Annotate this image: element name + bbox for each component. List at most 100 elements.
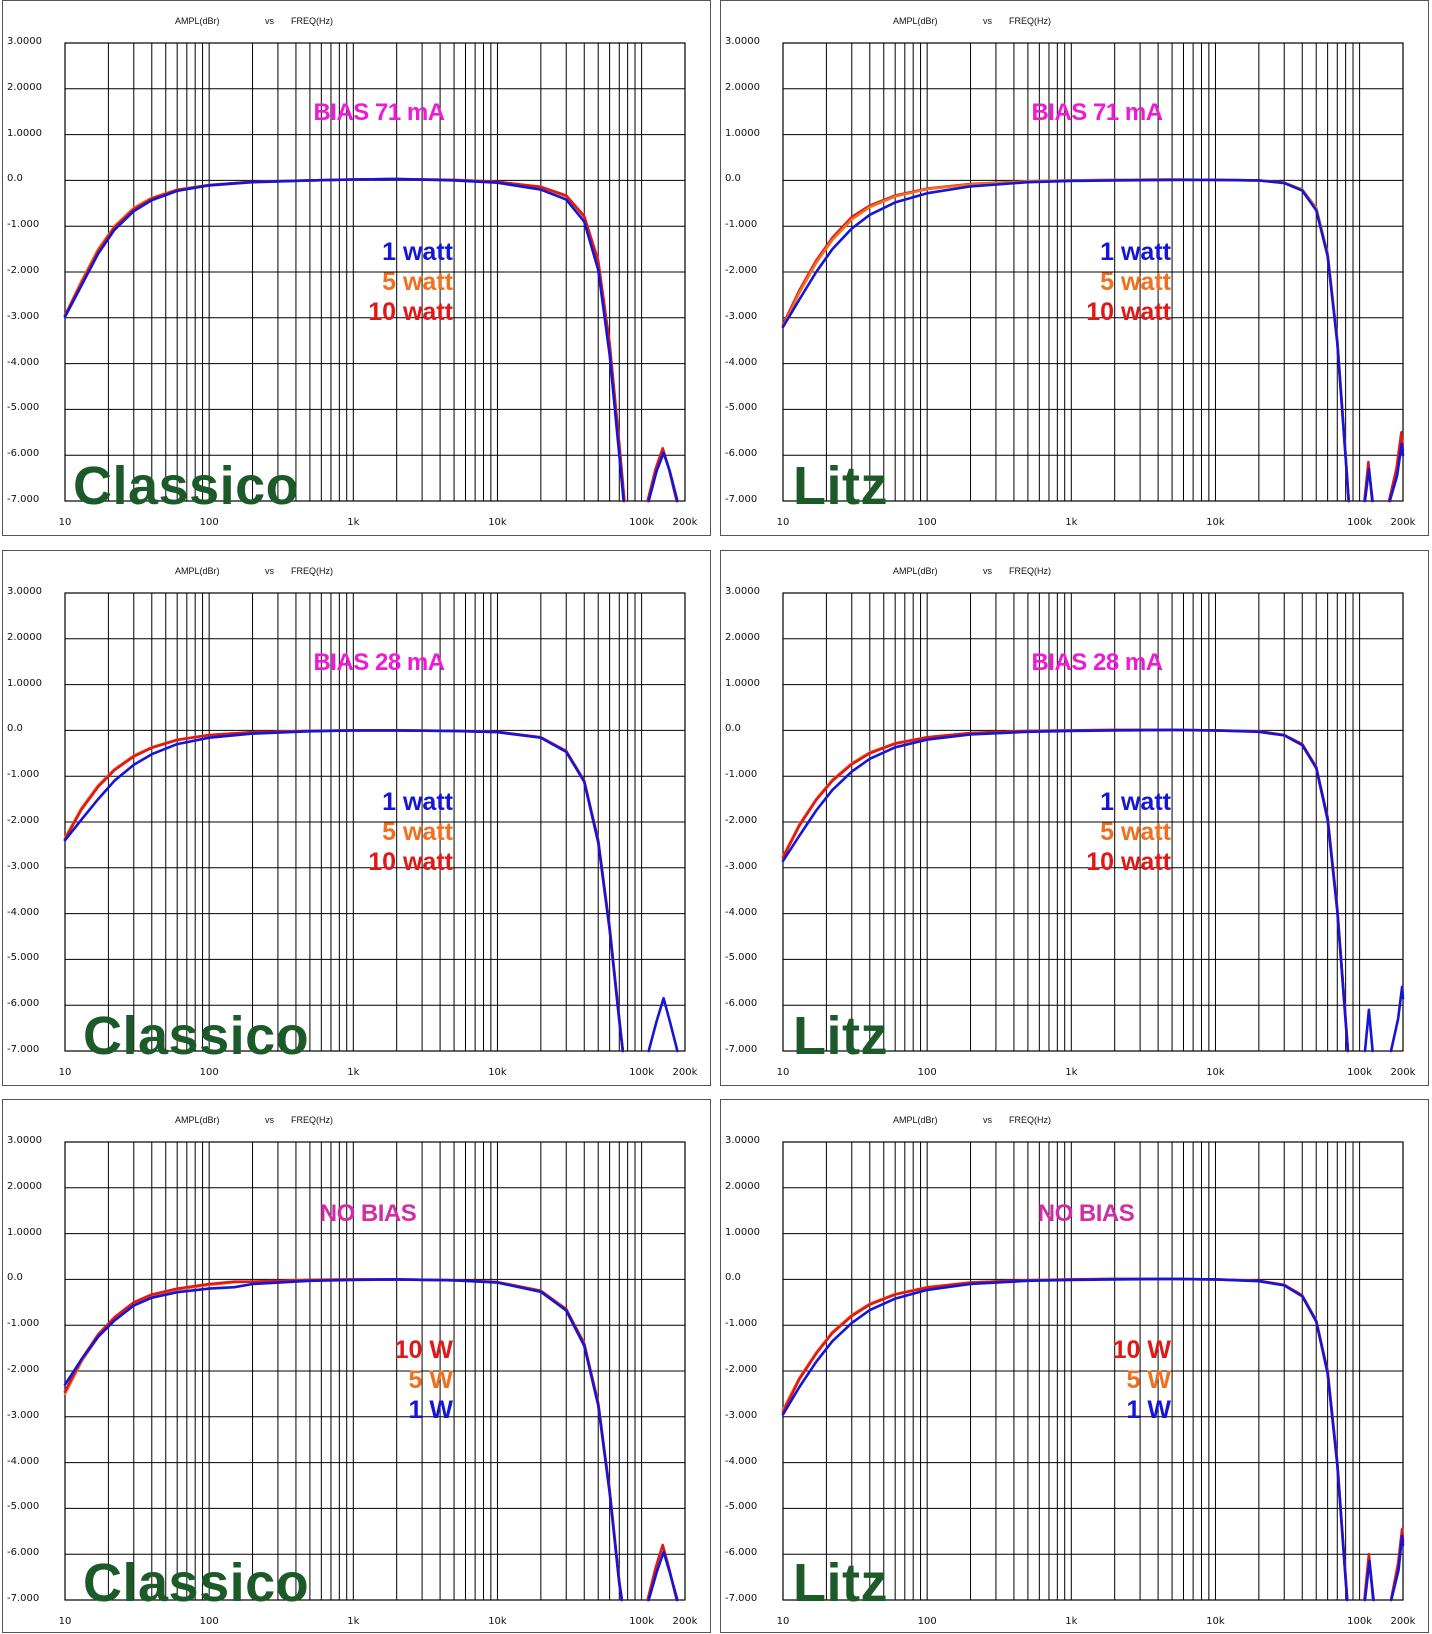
axis-title-y: AMPL(dBr)	[893, 566, 938, 576]
x-tick-label: 100k	[629, 517, 655, 528]
bias-annotation: BIAS 71 mA	[1031, 99, 1163, 126]
series-line	[1363, 467, 1374, 503]
bias-annotation: BIAS 28 mA	[313, 649, 445, 676]
series-line	[63, 729, 625, 1053]
y-tick-label: 0.0	[725, 173, 741, 185]
y-tick-label: -2.000	[725, 265, 758, 276]
y-tick-label: -1.000	[7, 769, 40, 781]
x-tick-label: 10k	[1206, 1067, 1225, 1078]
y-tick-label: 3.0000	[725, 586, 760, 597]
legend-entry: 5 W	[1126, 1366, 1171, 1394]
y-tick-label: 0.0	[7, 723, 23, 735]
axis-title-vs: vs	[983, 1115, 992, 1125]
chart-panel: AMPL(dBr) vs FREQ(Hz) 3.0000 2.0000 1.0000 0.0…	[720, 550, 1429, 1086]
y-tick-label: 3.0000	[7, 586, 42, 597]
y-tick-label: 0.0	[725, 1272, 741, 1284]
plot-frame	[64, 42, 686, 502]
legend-entry: 10 watt	[368, 298, 453, 326]
plot-frame	[782, 592, 1404, 1052]
x-tick-label: 100	[917, 1067, 937, 1078]
brand-label: Litz	[793, 1006, 888, 1066]
chart-panel: AMPL(dBr) vs FREQ(Hz) 3.0000 2.0000 1.0000 0.0…	[720, 1099, 1429, 1633]
series-line	[781, 728, 1350, 1053]
y-tick-label: 3.0000	[725, 36, 760, 47]
x-tick-label: 200k	[1390, 1616, 1416, 1627]
x-tick-label: 10	[58, 1067, 72, 1078]
axis-title-y: AMPL(dBr)	[893, 1115, 938, 1125]
plot-area	[781, 592, 1405, 1053]
y-tick-label: -2.000	[7, 1364, 40, 1375]
x-tick-label: 100	[917, 517, 937, 528]
legend-entry: 10 W	[1112, 1336, 1171, 1364]
y-tick-label: 0.0	[7, 173, 23, 185]
y-tick-label: -1.000	[725, 769, 758, 781]
series-line	[1387, 430, 1405, 503]
x-tick-label: 1k	[1065, 1616, 1078, 1627]
series-line	[781, 178, 1351, 503]
x-tick-label: 100	[199, 1067, 219, 1078]
legend-entry: 5 watt	[382, 268, 453, 296]
series-line	[781, 1277, 1349, 1602]
y-tick-label: -5.000	[725, 952, 758, 964]
x-tick-label: 100k	[629, 1067, 655, 1078]
bias-annotation: NO BIAS	[1037, 1200, 1135, 1227]
axis-title-x: FREQ(Hz)	[1009, 1115, 1051, 1125]
series-line	[1363, 1008, 1374, 1053]
y-tick-label: 3.0000	[7, 36, 42, 47]
chart-panel: AMPL(dBr) vs FREQ(Hz) 3.0000 2.0000 1.0000 0.0…	[2, 550, 711, 1086]
x-tick-label: 1k	[347, 1616, 360, 1627]
x-tick-label: 10k	[1206, 517, 1225, 528]
axis-title-x: FREQ(Hz)	[1009, 16, 1051, 26]
x-tick-label: 1k	[347, 517, 360, 528]
axis-title-y: AMPL(dBr)	[893, 16, 938, 26]
brand-label: Litz	[793, 456, 888, 516]
x-tick-label: 10k	[488, 1616, 507, 1627]
plot-frame	[782, 42, 1404, 502]
brand-label: Classico	[83, 1006, 310, 1066]
legend-entry: 1 watt	[1100, 788, 1171, 816]
plot-area	[63, 42, 686, 503]
plot-area	[63, 1141, 686, 1602]
series-line	[781, 728, 1350, 1053]
legend-entry: 5 watt	[1100, 818, 1171, 846]
y-tick-label: -1.000	[725, 1318, 758, 1330]
x-tick-label: 1k	[347, 1067, 360, 1078]
bias-annotation: NO BIAS	[319, 1200, 417, 1227]
y-tick-label: -7.000	[725, 494, 758, 505]
axis-title-x: FREQ(Hz)	[291, 1115, 333, 1125]
x-tick-label: 100k	[1347, 1067, 1373, 1078]
series-line	[63, 177, 625, 503]
legend-entry: 1 watt	[382, 788, 453, 816]
series-line	[781, 178, 1351, 503]
chart-panel: AMPL(dBr) vs FREQ(Hz) 3.0000 2.0000 1.0000 0.0…	[720, 0, 1429, 536]
series-line	[647, 1550, 679, 1602]
plot-area	[781, 42, 1405, 503]
y-tick-label: -1.000	[7, 219, 40, 231]
y-tick-label: -4.000	[7, 906, 40, 918]
series-line	[63, 729, 625, 1053]
y-tick-label: -5.000	[7, 402, 40, 414]
y-tick-label: -4.000	[7, 1455, 40, 1467]
y-tick-label: 1.0000	[7, 677, 42, 689]
legend-entry: 1 W	[408, 1396, 453, 1424]
y-tick-label: -6.000	[7, 998, 40, 1010]
bias-annotation: BIAS 28 mA	[1031, 649, 1163, 676]
y-tick-label: 2.0000	[725, 81, 760, 93]
y-tick-label: -3.000	[725, 860, 758, 872]
legend-entry: 1 W	[1126, 1396, 1171, 1424]
axis-title-x: FREQ(Hz)	[291, 566, 333, 576]
brand-label: Litz	[793, 1553, 888, 1613]
x-tick-label: 1k	[1065, 1067, 1078, 1078]
x-tick-label: 100	[917, 1616, 937, 1627]
legend-entry: 1 watt	[382, 238, 453, 266]
axis-title-vs: vs	[265, 1115, 274, 1125]
y-tick-label: 0.0	[725, 723, 741, 735]
legend-entry: 5 watt	[1100, 268, 1171, 296]
x-tick-label: 10	[776, 517, 790, 528]
y-tick-label: -2.000	[7, 815, 40, 826]
x-tick-label: 10k	[1206, 1616, 1225, 1627]
series-line	[63, 1278, 624, 1602]
axis-title-vs: vs	[265, 566, 274, 576]
plot-frame	[782, 1141, 1404, 1601]
legend-entry: 10 watt	[1086, 848, 1171, 876]
